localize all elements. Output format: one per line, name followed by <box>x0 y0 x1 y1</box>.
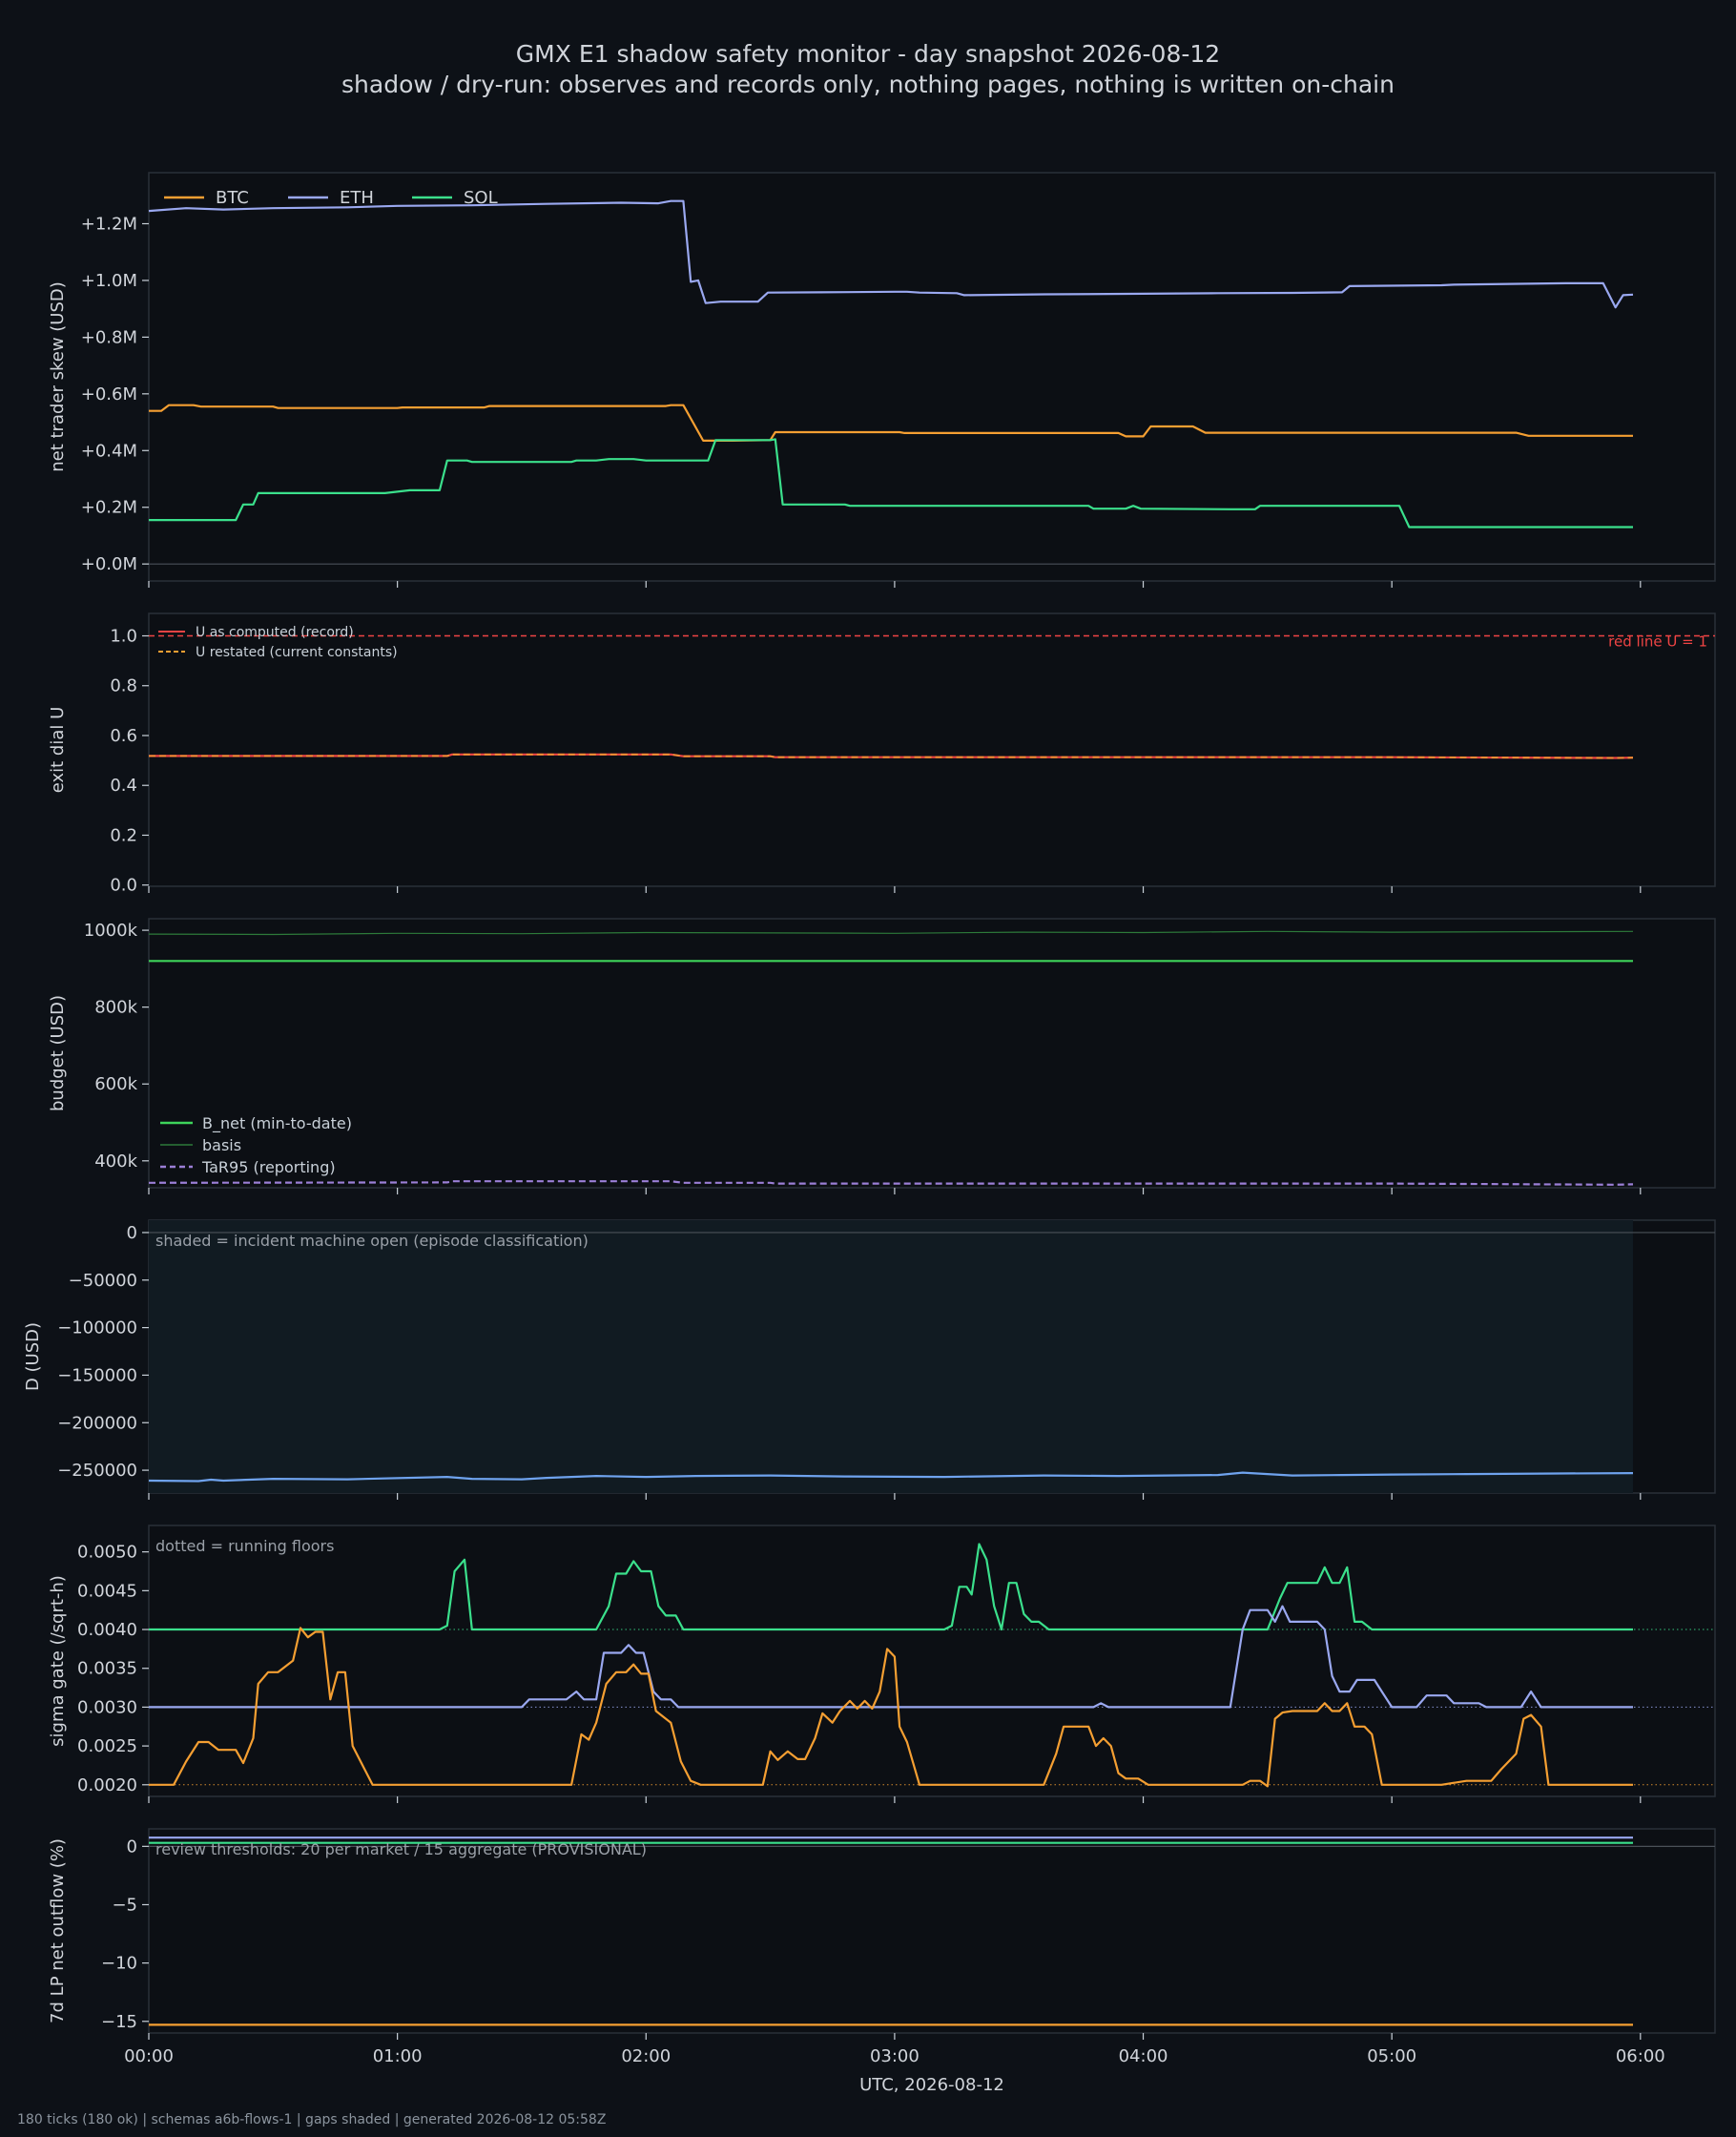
y-tick-label: 0.0 <box>110 876 137 896</box>
y-tick-label: −50000 <box>69 1271 137 1291</box>
y-tick-label: 0 <box>127 1223 137 1243</box>
legend-label: U as computed (record) <box>196 625 354 640</box>
panel-5: 0.0020 0.0025 0.0030 0.0035 0.0040 0.0045 0.00… <box>48 1525 1716 1803</box>
y-tick-label: −100000 <box>57 1318 137 1338</box>
y-tick-label: 1000k <box>84 921 138 941</box>
y-tick-label: −5 <box>112 1895 137 1915</box>
x-tick-label: 04:00 <box>1119 2046 1168 2066</box>
y-axis-label: exit dial U <box>48 707 68 794</box>
y-tick-label: 0.8 <box>110 676 137 696</box>
x-tick-label: 03:00 <box>870 2046 920 2066</box>
x-tick-label: 05:00 <box>1367 2046 1416 2066</box>
series-line-basis <box>148 930 1634 936</box>
y-axis-label: sigma gate (/sqrt-h) <box>48 1575 68 1747</box>
series-line-btc <box>149 1627 1633 1788</box>
legend-label: TaR95 (reporting) <box>201 1158 336 1176</box>
series-line-sol <box>149 438 1633 529</box>
x-tick-label: 00:00 <box>124 2046 174 2066</box>
y-tick-label: 800k <box>94 998 137 1018</box>
y-tick-label: 0.4 <box>110 776 137 796</box>
series-line-eth <box>149 1605 1633 1709</box>
y-tick-label: −200000 <box>57 1413 137 1433</box>
y-tick-label: 400k <box>94 1151 137 1172</box>
legend-label: BTC <box>216 188 249 208</box>
y-tick-label: +1.2M <box>81 215 137 235</box>
series-line-d <box>148 1471 1634 1483</box>
y-tick-label: 0.0045 <box>77 1581 137 1601</box>
series-line-tar95-reporting- <box>148 1180 1634 1186</box>
y-tick-label: +0.6M <box>81 384 137 405</box>
x-axis-label: UTC, 2026-08-12 <box>859 2075 1004 2095</box>
y-tick-label: 0 <box>127 1836 137 1857</box>
panel-annotation: review thresholds: 20 per market / 15 ag… <box>155 1840 647 1858</box>
x-tick-label: 01:00 <box>373 2046 423 2066</box>
y-tick-label: +0.4M <box>81 441 137 461</box>
panel-2: red line U = 1 0.0 0.2 0.4 0.6 0.8 1.0 exit dia… <box>48 612 1716 896</box>
series-line-u-restated-current-constants- <box>149 753 1634 759</box>
y-tick-label: 1.0 <box>110 627 137 647</box>
chart-title: GMX E1 shadow safety monitor - day snaps… <box>515 40 1221 68</box>
red-line-label: red line U = 1 <box>1608 633 1707 651</box>
y-tick-label: +0.0M <box>81 554 137 574</box>
series-line-eth <box>148 199 1634 309</box>
y-tick-label: −10 <box>101 1954 137 1974</box>
panel-3: 400k 600k 800k 1000k budget (USD) B_net (min-… <box>48 918 1716 1194</box>
axes-frame <box>148 172 1716 582</box>
legend-label: ETH <box>340 188 374 208</box>
y-tick-label: −150000 <box>57 1365 137 1385</box>
status-footer: 180 ticks (180 ok) | schemas a6b-flows-1… <box>17 2112 607 2127</box>
y-tick-label: 600k <box>94 1074 137 1094</box>
axes-frame <box>148 918 1716 1189</box>
y-tick-label: 0.0025 <box>77 1736 137 1756</box>
y-tick-label: −250000 <box>57 1461 137 1481</box>
y-axis-label: budget (USD) <box>48 995 68 1111</box>
series-line-btc <box>149 404 1633 442</box>
y-tick-label: 0.0035 <box>77 1659 137 1679</box>
panel-6: −15 −10 −5 0 7d LP net outflow (%) review thr… <box>48 1828 1716 2095</box>
y-tick-label: 0.6 <box>110 726 137 746</box>
panel-1: +0.0M +0.2M +0.4M +0.6M +0.8M +1.0M +1.2M net t… <box>48 172 1716 588</box>
y-axis-label: net trader skew (USD) <box>48 281 68 472</box>
y-axis-label: 7d LP net outflow (%) <box>48 1838 68 2023</box>
x-tick-label: 06:00 <box>1616 2046 1665 2066</box>
y-tick-label: 0.0050 <box>77 1543 137 1563</box>
legend-label: U restated (current constants) <box>196 645 398 660</box>
axes-frame <box>148 1525 1716 1797</box>
legend-label: B_net (min-to-date) <box>202 1114 352 1133</box>
y-tick-label: 0.0020 <box>77 1775 137 1795</box>
y-tick-label: +1.0M <box>81 271 137 291</box>
panel-4: −250000 −200000 −150000 −100000 −50000 0 D (US… <box>23 1219 1716 1500</box>
y-tick-label: +0.2M <box>81 498 137 518</box>
chart-subtitle: shadow / dry-run: observes and records o… <box>341 71 1395 98</box>
panel-annotation: shaded = incident machine open (episode … <box>155 1232 589 1250</box>
y-tick-label: +0.8M <box>81 327 137 347</box>
panel-annotation: dotted = running floors <box>155 1537 334 1555</box>
incident-shade <box>149 1220 1633 1493</box>
axes-frame <box>148 1828 1716 2034</box>
y-axis-label: D (USD) <box>23 1322 43 1391</box>
y-tick-label: 0.0040 <box>77 1620 137 1640</box>
legend-label: basis <box>202 1136 241 1154</box>
series-line-sol <box>149 1543 1633 1631</box>
y-tick-label: 0.2 <box>110 825 137 845</box>
y-tick-label: −15 <box>101 2012 137 2032</box>
y-tick-label: 0.0030 <box>77 1697 137 1717</box>
legend-label: SOL <box>464 188 498 208</box>
axes-frame <box>148 612 1716 887</box>
x-tick-label: 02:00 <box>621 2046 671 2066</box>
